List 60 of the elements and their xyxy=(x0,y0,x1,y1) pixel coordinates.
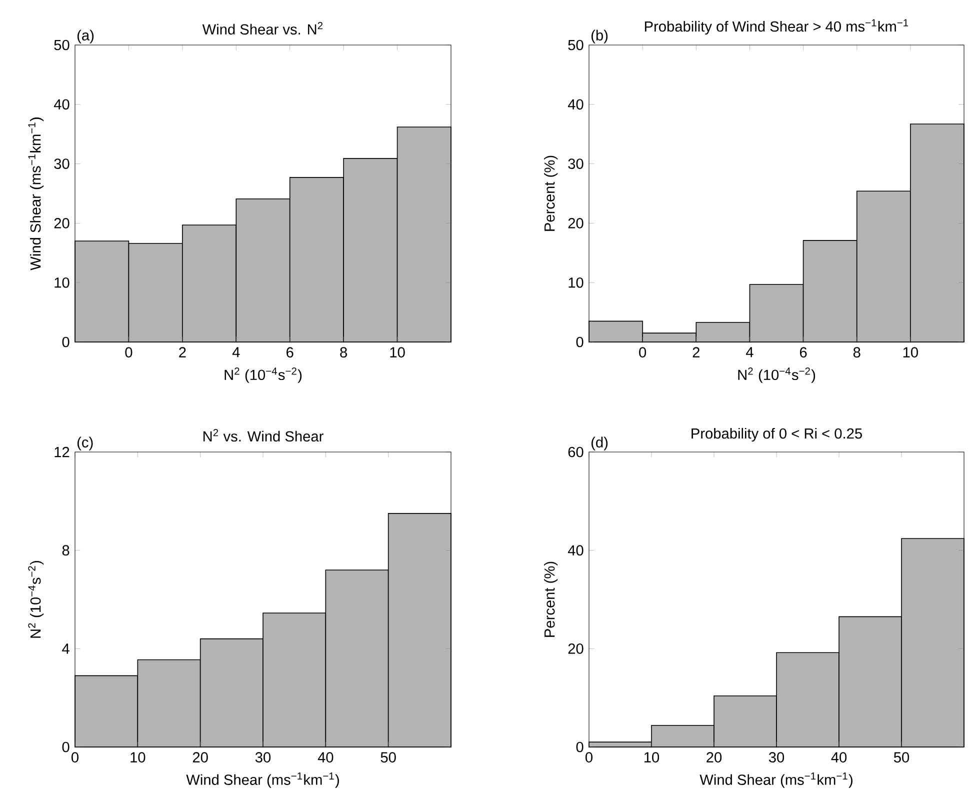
x-axis-title: N$^{2}$ (10$^{−4}$s$^{−2}$) xyxy=(738,367,816,383)
x-tick-label: 0 xyxy=(125,347,132,358)
y-tick-label: 60 xyxy=(568,446,584,458)
x-tick-label: 4 xyxy=(232,347,240,358)
x-tick-label: 20 xyxy=(706,752,722,762)
x-tick-label: 10 xyxy=(903,347,918,358)
x-tick-label: 50 xyxy=(380,752,396,762)
y-tick-label: 0 xyxy=(576,742,584,752)
x-tick-label: 20 xyxy=(192,752,208,762)
text: (d) xyxy=(592,436,608,450)
x-tick-label: 0 xyxy=(639,347,646,358)
y-tick-label: 50 xyxy=(568,40,584,50)
y-tick-label: 12 xyxy=(54,446,70,458)
chart-title: Probability of Wind Shear > 40 ms$^{−1}$km$^{−1}$ xyxy=(644,19,908,35)
x-tick-label: 10 xyxy=(130,752,146,762)
chart-title: Probability of 0 < Ri < 0.25 xyxy=(692,428,862,442)
y-tick-label: 10 xyxy=(54,277,70,288)
y-tick-label: 20 xyxy=(568,644,584,654)
y-tick-label: 4 xyxy=(62,644,70,654)
y-tick-label: 0 xyxy=(576,336,584,348)
y-tick-label: 30 xyxy=(568,158,584,169)
y-axis-title: Wind Shear (ms$^{−1}$km$^{−1}$) xyxy=(28,118,44,270)
text: (c) xyxy=(77,436,93,450)
text: (b) xyxy=(592,30,608,44)
x-tick-label: 2 xyxy=(179,347,186,358)
y-tick-label: 40 xyxy=(568,99,584,110)
x-tick-label: 8 xyxy=(853,347,860,358)
x-tick-label: 30 xyxy=(768,752,784,762)
y-tick-label: 20 xyxy=(54,218,70,228)
x-tick-label: 4 xyxy=(746,347,754,358)
chart-title: N$^{2}$ vs. Wind Shear xyxy=(204,428,324,442)
x-tick-label: 10 xyxy=(644,752,660,762)
text: (a) xyxy=(77,30,94,44)
x-tick-label: 8 xyxy=(340,347,347,358)
x-tick-label: 50 xyxy=(894,752,910,762)
chart-title: Wind Shear vs. N$^{2}$ xyxy=(202,22,323,35)
y-axis-title: Percent (%) xyxy=(544,562,558,637)
y-tick-label: 0 xyxy=(62,742,70,752)
x-axis-title: Wind Shear (ms$^{−1}$km$^{−1}$) xyxy=(700,772,852,788)
y-axis-title: Percent (%) xyxy=(544,156,558,231)
x-axis-title: Wind Shear (ms$^{−1}$km$^{−1}$) xyxy=(186,772,339,788)
y-tick-label: 20 xyxy=(568,218,584,228)
x-tick-label: 30 xyxy=(255,752,271,762)
x-tick-label: 0 xyxy=(586,752,592,762)
x-axis-title: N$^{2}$ (10$^{−4}$s$^{−2}$) xyxy=(224,367,302,383)
x-tick-label: 6 xyxy=(800,347,807,358)
x-tick-label: 0 xyxy=(72,752,78,762)
y-tick-label: 0 xyxy=(62,336,70,348)
y-axis-title: N$^{2}$ (10$^{−4}$s$^{−2}$) xyxy=(28,560,44,638)
y-tick-label: 10 xyxy=(568,277,584,288)
y-tick-label: 30 xyxy=(54,158,70,169)
y-tick-label: 50 xyxy=(54,40,70,50)
x-tick-label: 10 xyxy=(390,347,405,358)
x-tick-label: 2 xyxy=(692,347,700,358)
y-tick-label: 40 xyxy=(54,99,70,110)
y-tick-label: 8 xyxy=(62,545,70,556)
x-tick-label: 6 xyxy=(286,347,294,358)
x-tick-label: 40 xyxy=(318,752,334,762)
y-tick-label: 40 xyxy=(568,545,584,556)
x-tick-label: 40 xyxy=(831,752,847,762)
